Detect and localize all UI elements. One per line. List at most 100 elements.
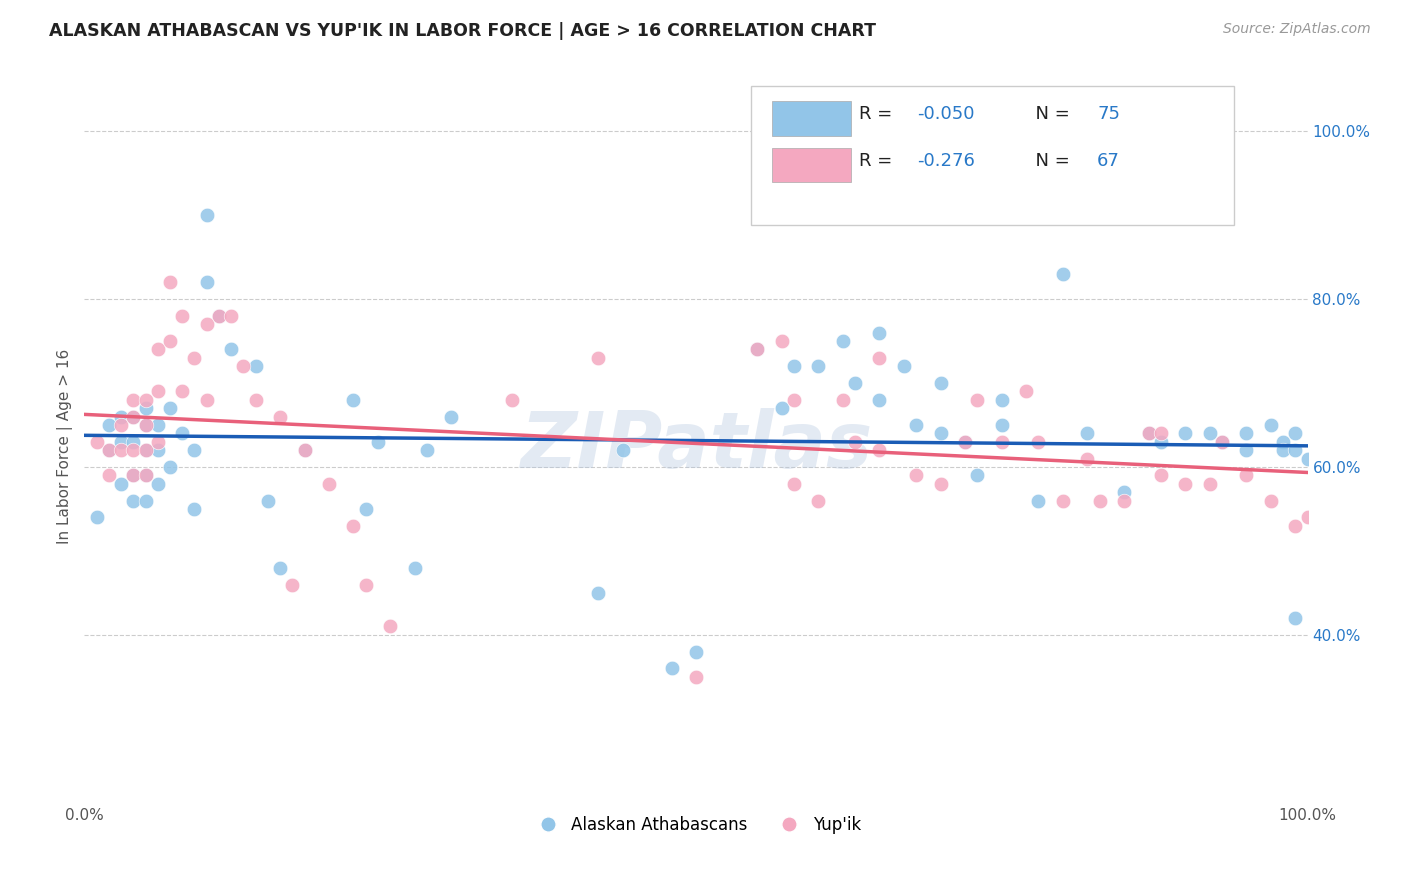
Point (208, 309, 231, 323)
Point (122, 443, 145, 458)
Point (783, 476, 806, 491)
Point (146, 384, 169, 399)
Point (122, 468, 145, 483)
Point (770, 401, 793, 416)
Point (294, 443, 316, 458)
Text: ALASKAN ATHABASCAN VS YUP'IK IN LABOR FORCE | AGE > 16 CORRELATION CHART: ALASKAN ATHABASCAN VS YUP'IK IN LABOR FO… (49, 22, 876, 40)
Point (110, 476, 132, 491)
Y-axis label: In Labor Force | Age > 16: In Labor Force | Age > 16 (58, 349, 73, 543)
Point (110, 443, 132, 458)
Point (1052, 493, 1074, 508)
Point (1015, 384, 1038, 399)
Point (1150, 468, 1173, 483)
Point (1137, 426, 1160, 441)
Point (502, 392, 524, 407)
Point (122, 468, 145, 483)
Point (342, 518, 364, 533)
Point (159, 334, 181, 348)
Point (783, 392, 806, 407)
Point (747, 343, 769, 357)
Text: R =: R = (859, 105, 897, 123)
Point (146, 417, 169, 432)
Point (1114, 485, 1136, 500)
Text: Source: ZipAtlas.com: Source: ZipAtlas.com (1223, 22, 1371, 37)
Point (122, 392, 145, 407)
Point (135, 417, 157, 432)
Point (685, 645, 707, 659)
Point (195, 318, 218, 332)
Point (905, 417, 928, 432)
Point (172, 384, 194, 399)
Point (661, 661, 683, 675)
Text: N =: N = (1024, 152, 1076, 169)
Point (86, 434, 108, 449)
Point (1198, 426, 1220, 441)
Point (1272, 434, 1295, 449)
Point (1211, 434, 1233, 449)
Point (966, 468, 988, 483)
Point (586, 351, 609, 365)
Text: R =: R = (859, 152, 897, 169)
Point (1260, 417, 1282, 432)
Point (1052, 267, 1074, 281)
Point (893, 359, 915, 374)
Point (354, 502, 377, 516)
Point (1236, 468, 1258, 483)
Point (135, 401, 157, 416)
Point (146, 434, 169, 449)
Point (183, 443, 205, 458)
Point (146, 476, 169, 491)
Point (1174, 476, 1197, 491)
Point (135, 443, 157, 458)
Point (97, 417, 120, 432)
Point (294, 443, 316, 458)
Point (110, 409, 132, 424)
Point (195, 275, 218, 289)
Point (269, 560, 291, 574)
Point (991, 417, 1014, 432)
Point (991, 392, 1014, 407)
Point (1260, 493, 1282, 508)
Point (869, 326, 891, 340)
Point (183, 502, 205, 516)
Point (1028, 493, 1050, 508)
Point (97, 468, 120, 483)
Point (1272, 443, 1295, 458)
FancyBboxPatch shape (772, 148, 851, 182)
Point (135, 493, 157, 508)
Text: ZIPatlas: ZIPatlas (520, 408, 872, 484)
Point (135, 417, 157, 432)
Point (1076, 451, 1098, 466)
Point (97, 443, 120, 458)
Point (245, 359, 267, 374)
Point (135, 468, 157, 483)
Point (1028, 434, 1050, 449)
Point (1174, 426, 1197, 441)
Point (1088, 493, 1111, 508)
Point (1284, 611, 1306, 625)
Point (146, 443, 169, 458)
FancyBboxPatch shape (772, 102, 851, 136)
Point (1284, 518, 1306, 533)
Point (97, 443, 120, 458)
Point (807, 493, 830, 508)
Point (342, 392, 364, 407)
Point (110, 434, 132, 449)
Point (122, 409, 145, 424)
Point (844, 434, 866, 449)
Point (195, 208, 218, 222)
Point (257, 493, 280, 508)
FancyBboxPatch shape (751, 86, 1234, 225)
Point (1198, 476, 1220, 491)
Point (172, 426, 194, 441)
Point (122, 434, 145, 449)
Point (146, 343, 169, 357)
Point (1211, 434, 1233, 449)
Point (195, 392, 218, 407)
Point (953, 434, 976, 449)
Point (905, 468, 928, 483)
Point (1236, 426, 1258, 441)
Point (991, 434, 1014, 449)
Point (1296, 451, 1319, 466)
Point (929, 376, 952, 390)
